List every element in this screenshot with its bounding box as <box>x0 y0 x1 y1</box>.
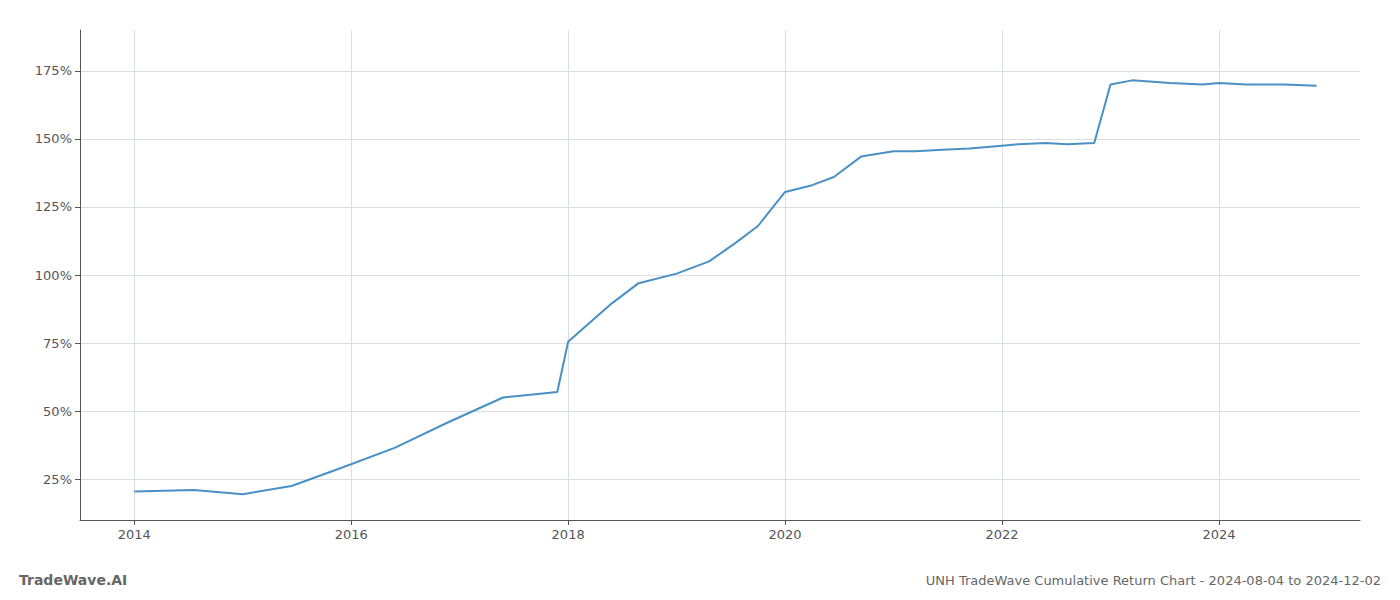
svg-text:150%: 150% <box>35 131 72 146</box>
svg-text:2022: 2022 <box>985 527 1018 542</box>
svg-text:25%: 25% <box>43 472 72 487</box>
svg-text:2014: 2014 <box>118 527 151 542</box>
svg-text:175%: 175% <box>35 63 72 78</box>
svg-text:2020: 2020 <box>769 527 802 542</box>
svg-text:TradeWave.AI: TradeWave.AI <box>19 572 127 588</box>
svg-text:2024: 2024 <box>1202 527 1235 542</box>
svg-text:2016: 2016 <box>335 527 368 542</box>
svg-text:125%: 125% <box>35 199 72 214</box>
svg-text:100%: 100% <box>35 268 72 283</box>
svg-text:50%: 50% <box>43 404 72 419</box>
svg-text:2018: 2018 <box>552 527 585 542</box>
svg-text:75%: 75% <box>43 336 72 351</box>
svg-text:UNH TradeWave Cumulative Retur: UNH TradeWave Cumulative Return Chart - … <box>926 573 1381 588</box>
